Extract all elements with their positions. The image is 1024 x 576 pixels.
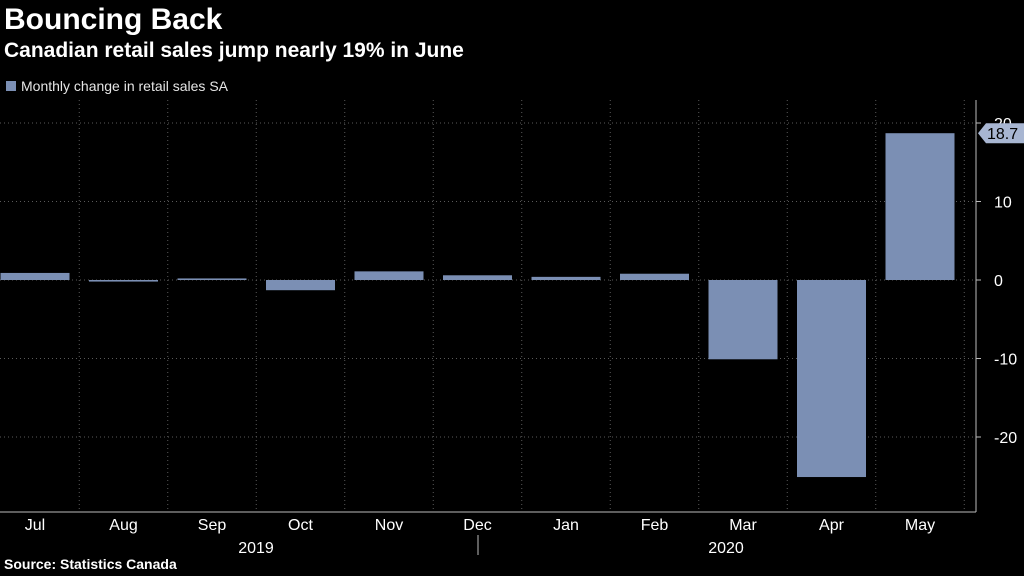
legend: Monthly change in retail sales SA (6, 78, 228, 94)
y-tick-label: -10 (994, 352, 1017, 369)
source-note: Source: Statistics Canada (4, 556, 177, 572)
bar-jul (0, 272, 70, 280)
x-tick-label-jan: Jan (553, 517, 579, 534)
x-tick-label-may: May (905, 517, 935, 534)
x-tick-label-dec: Dec (463, 517, 491, 534)
legend-label: Monthly change in retail sales SA (21, 78, 228, 94)
last-value-callout (978, 123, 1024, 144)
bar-nov (354, 271, 424, 280)
bar-aug (89, 280, 158, 282)
bar-dec (443, 275, 512, 280)
chart-title: Bouncing Back (4, 3, 223, 36)
legend-swatch (6, 81, 16, 91)
chart-subtitle: Canadian retail sales jump nearly 19% in… (4, 39, 464, 62)
y-tick-label: -20 (994, 430, 1017, 447)
y-tick-label: 0 (994, 273, 1003, 290)
x-tick-label-sep: Sep (198, 517, 227, 534)
last-value-label: 18.7 (987, 126, 1018, 143)
bar-sep (177, 278, 247, 280)
x-tick-label-jul: Jul (25, 517, 45, 534)
y-tick-label: 10 (994, 195, 1012, 212)
year-label-2020: 2020 (708, 540, 744, 557)
x-tick-label-feb: Feb (641, 517, 669, 534)
year-label-2019: 2019 (238, 540, 274, 557)
bar-oct (266, 280, 335, 291)
x-tick-label-aug: Aug (109, 517, 137, 534)
x-tick-label-nov: Nov (375, 517, 403, 534)
bar-apr (797, 280, 866, 478)
bar-jan (531, 276, 601, 280)
x-tick-label-apr: Apr (819, 517, 845, 534)
bar-mar (708, 280, 778, 360)
bar-feb (620, 273, 689, 280)
x-tick-label-mar: Mar (729, 517, 757, 534)
bar-may (885, 133, 955, 280)
x-tick-label-oct: Oct (288, 517, 313, 534)
